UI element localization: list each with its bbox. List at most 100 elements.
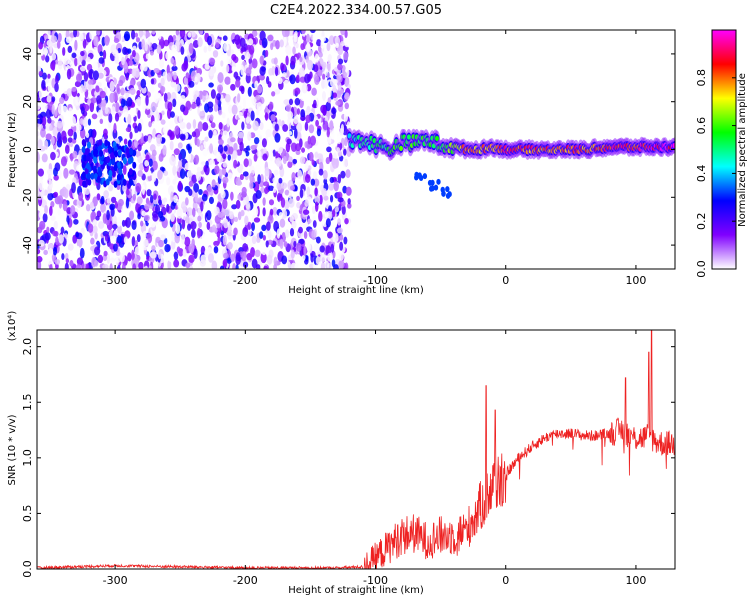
- noise-cell: [304, 121, 309, 132]
- noise-cell: [106, 209, 110, 221]
- noise-cell: [257, 156, 262, 162]
- noise-cell: [339, 241, 344, 251]
- noise-cell: [62, 46, 66, 56]
- noise-cell: [102, 49, 107, 60]
- noise-cell: [86, 56, 91, 63]
- noise-cell: [265, 129, 272, 138]
- noise-cell: [303, 245, 307, 256]
- noise-cell: [73, 218, 79, 225]
- noise-cell: [202, 121, 209, 131]
- noise-cell: [160, 119, 166, 125]
- noise-cell: [343, 111, 349, 122]
- noise-cell: [293, 240, 297, 248]
- snr-ticks: -300 -200 -100 0 100 0.0 0.5 1.0 1.5 2.0: [21, 330, 675, 587]
- hotspot-cell: [122, 179, 127, 187]
- noise-cell: [333, 78, 338, 85]
- noise-cell: [257, 150, 262, 158]
- noise-cell: [119, 252, 125, 263]
- noise-cell: [245, 201, 251, 210]
- snr-line-series: [37, 330, 675, 569]
- noise-cell: [170, 201, 176, 210]
- noise-cell: [330, 243, 335, 253]
- noise-cell: [179, 30, 186, 39]
- hotspot-cell: [93, 172, 98, 180]
- noise-cell: [296, 108, 301, 115]
- noise-cell: [312, 33, 317, 44]
- noise-cell: [51, 53, 57, 61]
- noise-cell: [132, 193, 137, 201]
- noise-cell: [96, 30, 101, 36]
- noise-cell: [257, 85, 263, 94]
- noise-cell: [127, 113, 132, 125]
- noise-cell: [62, 200, 68, 212]
- noise-cell: [218, 109, 223, 116]
- noise-cell: [240, 86, 245, 95]
- noise-cell: [53, 230, 59, 237]
- noise-cell: [285, 55, 289, 66]
- noise-cell: [273, 220, 280, 232]
- noise-cell: [223, 42, 229, 52]
- noise-cell: [267, 34, 274, 42]
- noise-cell: [190, 103, 197, 109]
- noise-cell: [152, 213, 159, 222]
- noise-cell: [50, 136, 55, 146]
- noise-cell: [82, 38, 87, 49]
- noise-cell: [59, 96, 65, 105]
- noise-cell: [294, 30, 298, 37]
- noise-cell: [138, 261, 144, 269]
- noise-cell: [46, 168, 54, 176]
- noise-cell: [166, 64, 170, 75]
- noise-cell: [239, 141, 244, 152]
- noise-cell: [270, 114, 276, 122]
- noise-cell: [305, 114, 311, 124]
- noise-cell: [222, 234, 227, 246]
- noise-cell: [117, 47, 122, 53]
- hotspot-cell: [81, 138, 86, 146]
- noise-cell: [136, 196, 143, 205]
- noise-cell: [262, 197, 266, 206]
- noise-cell: [300, 43, 305, 51]
- noise-cell: [42, 163, 48, 172]
- noise-cell: [211, 260, 218, 269]
- noise-cell: [167, 101, 173, 112]
- noise-cell: [266, 221, 271, 231]
- noise-cell: [235, 254, 241, 266]
- noise-cell: [112, 49, 119, 57]
- colorbar-tick-label: 0.8: [695, 69, 708, 87]
- noise-cell: [204, 103, 210, 113]
- noise-cell: [197, 207, 202, 216]
- noise-cell: [233, 142, 238, 152]
- noise-cell: [235, 263, 239, 269]
- noise-cell: [156, 44, 162, 54]
- noise-cell: [73, 131, 77, 140]
- noise-cell: [47, 117, 52, 124]
- noise-cell: [210, 122, 216, 129]
- noise-cell: [197, 215, 202, 222]
- noise-cell: [69, 260, 74, 267]
- noise-cell: [343, 148, 347, 156]
- noise-cell: [179, 195, 186, 202]
- noise-cell: [125, 189, 130, 196]
- noise-cell: [47, 73, 51, 79]
- noise-cell: [293, 128, 298, 139]
- noise-cell: [207, 44, 212, 52]
- noise-cell: [57, 59, 63, 70]
- ridge-core: [399, 145, 404, 152]
- noise-cell: [141, 184, 146, 196]
- noise-cell: [344, 262, 349, 269]
- noise-cell: [231, 54, 237, 61]
- noise-cell: [333, 181, 339, 192]
- spectrogram-y-tick-label: -20: [21, 188, 34, 206]
- noise-cell: [188, 254, 195, 263]
- noise-cell: [42, 213, 48, 223]
- noise-cell: [326, 42, 331, 52]
- noise-cell: [99, 51, 104, 57]
- noise-cell: [239, 174, 244, 181]
- noise-cell: [43, 249, 48, 256]
- hotspot-cell: [98, 170, 103, 178]
- branch-cell: [433, 184, 439, 191]
- noise-cell: [342, 71, 348, 79]
- noise-cell: [158, 251, 162, 260]
- noise-cell: [125, 197, 130, 209]
- noise-cell: [218, 122, 223, 130]
